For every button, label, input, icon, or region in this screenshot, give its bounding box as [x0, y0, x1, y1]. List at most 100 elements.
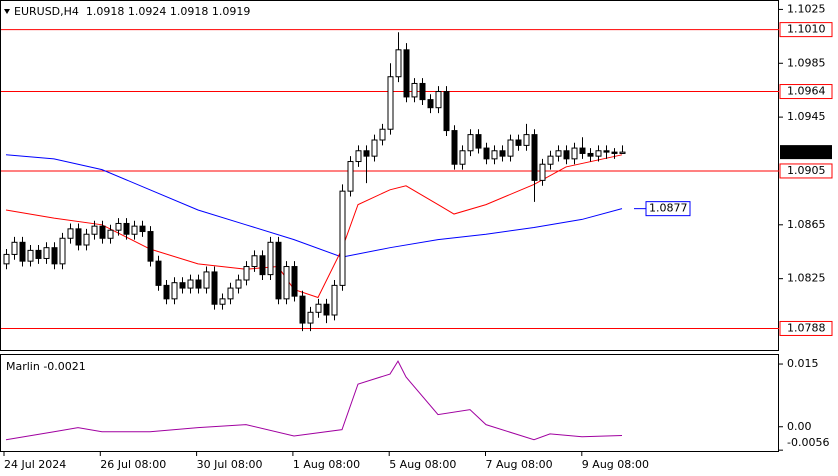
level-label: 1.0788	[787, 321, 826, 334]
candle-body	[75, 228, 82, 246]
x-tick-label: 30 Jul 08:00	[197, 458, 263, 471]
candle-body	[219, 298, 226, 305]
candle-body	[123, 222, 130, 235]
candle-body	[451, 130, 458, 165]
y-tick-label: 1.1025	[787, 2, 826, 15]
candle-body	[307, 311, 314, 324]
candle-body	[91, 225, 98, 235]
indicator-title: Marlin -0.0021	[6, 360, 86, 373]
y-tick-label: 0.00	[787, 420, 812, 433]
candle-body	[35, 249, 42, 259]
ma-box	[645, 201, 691, 217]
menu-arrow	[4, 9, 10, 14]
candle-body	[595, 150, 602, 157]
candle-body	[571, 147, 578, 160]
x-tick-label: 5 Aug 08:00	[389, 458, 456, 471]
candle-body	[195, 279, 202, 289]
candle-body	[355, 150, 362, 163]
y-tick-label: 1.0825	[787, 272, 826, 285]
symbol-header: EURUSD,H4 1.0918 1.0924 1.0918 1.0919	[14, 5, 250, 18]
candle-body	[27, 249, 34, 262]
candle-body	[443, 91, 450, 132]
candle-body	[99, 225, 106, 239]
candle-body	[403, 49, 410, 98]
y-tick-label: 1.0945	[787, 110, 826, 123]
level-label: 1.0905	[787, 164, 826, 177]
candle-body	[171, 282, 178, 300]
y-tick-label: 1.0985	[787, 56, 826, 69]
candle-body	[339, 190, 346, 286]
candle-body	[147, 231, 154, 262]
candle-body	[563, 150, 570, 160]
candle-body	[419, 82, 426, 101]
candle-body	[475, 134, 482, 149]
candle-body	[211, 271, 218, 305]
candle-body	[395, 49, 402, 78]
main-panel	[0, 0, 779, 351]
level-label: 1.1010	[787, 23, 826, 36]
candle-body	[371, 139, 378, 157]
candle-body	[67, 228, 74, 239]
price-box	[780, 145, 832, 160]
indicator-line	[5, 154, 623, 258]
candle-body	[299, 295, 306, 324]
candle-body	[611, 151, 618, 154]
candle-body	[283, 266, 290, 300]
x-tick-label: 1 Aug 08:00	[293, 458, 360, 471]
candle-body	[83, 233, 90, 246]
candle-body	[3, 253, 10, 265]
candle-body	[11, 241, 18, 255]
candle-body	[579, 147, 586, 154]
candle-body	[483, 147, 490, 160]
candle-body	[323, 303, 330, 316]
candle-body	[227, 287, 234, 300]
candle-body	[251, 255, 258, 268]
candle-body	[347, 161, 354, 192]
candle-body	[619, 151, 626, 154]
candle-body	[435, 91, 442, 109]
candle-body	[555, 150, 562, 157]
level-label: 1.0964	[787, 85, 826, 98]
candle-body	[331, 284, 338, 316]
candle-body	[235, 279, 242, 289]
x-tick-label: 7 Aug 08:00	[486, 458, 553, 471]
candle-body	[459, 150, 466, 165]
candle-body	[387, 76, 394, 130]
candle-body	[187, 279, 194, 289]
candle-body	[499, 150, 506, 157]
candle-body	[243, 266, 250, 281]
candle-body	[139, 225, 146, 233]
candle-body	[531, 134, 538, 181]
candle-body	[427, 99, 434, 109]
indicator-panel	[0, 354, 779, 452]
candle-body	[267, 241, 274, 276]
candle-body	[587, 152, 594, 157]
x-tick-label: 9 Aug 08:00	[582, 458, 649, 471]
candle-body	[467, 134, 474, 152]
candle-body	[59, 237, 66, 265]
level-box	[779, 22, 833, 38]
candle-body	[107, 229, 114, 239]
candle-body	[51, 247, 58, 265]
level-box	[779, 320, 833, 336]
x-tick-label: 24 Jul 2024	[4, 458, 66, 471]
price-label: 1.0919	[787, 145, 826, 158]
candle-body	[43, 247, 50, 259]
level-box	[779, 84, 833, 100]
y-tick-label: -0.0056	[787, 436, 829, 449]
candle-body	[515, 139, 522, 146]
candle-body	[507, 139, 514, 157]
candle-body	[603, 150, 610, 153]
level-box	[779, 163, 833, 179]
candle-body	[275, 241, 282, 300]
candle-body	[19, 241, 26, 262]
candle-body	[363, 150, 370, 157]
candle-body	[523, 134, 530, 146]
candle-body	[155, 260, 162, 286]
candle-body	[547, 155, 554, 165]
candle-body	[379, 128, 386, 141]
candle-body	[115, 222, 122, 231]
candle-body	[315, 303, 322, 313]
indicator-line	[5, 360, 623, 441]
